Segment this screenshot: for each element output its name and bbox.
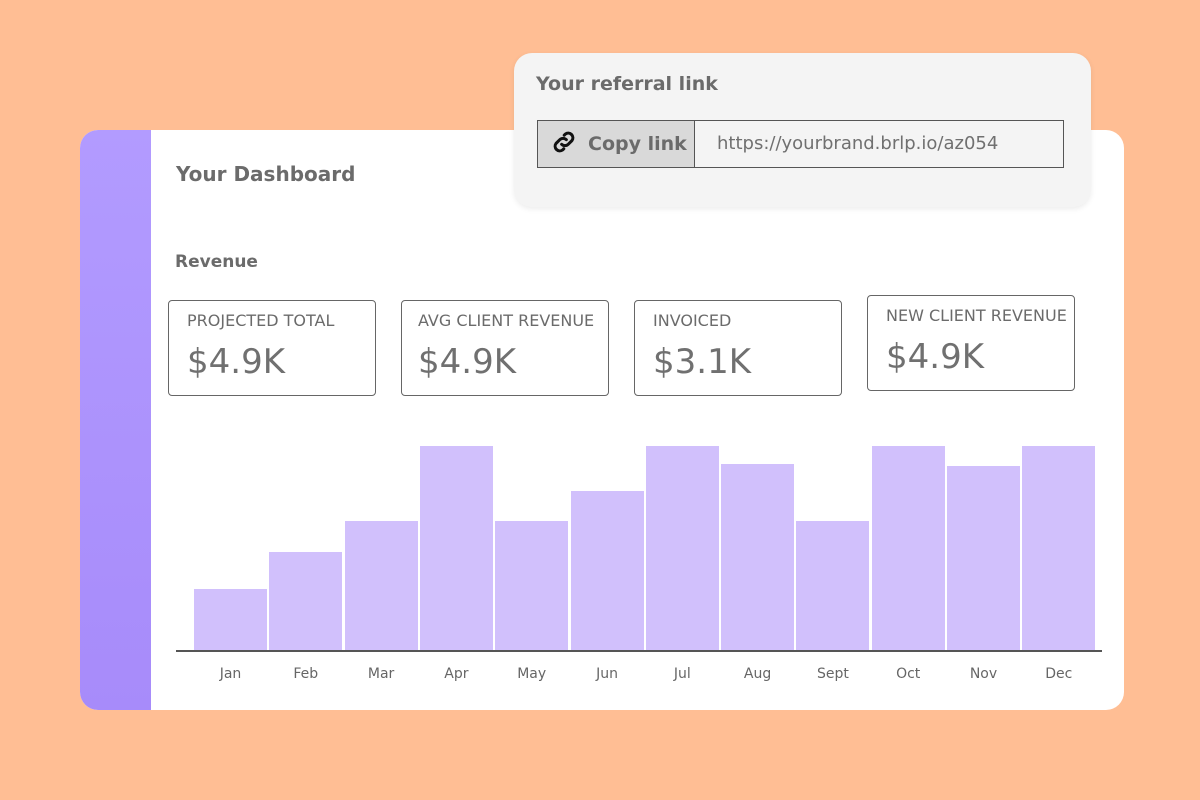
x-tick-label: Sept <box>816 666 849 682</box>
x-tick-label: Feb <box>293 666 319 682</box>
x-tick-label: Jul <box>673 666 691 682</box>
stat-label: INVOICED <box>653 311 732 330</box>
bar-mar <box>344 521 418 650</box>
stat-label: AVG CLIENT REVENUE <box>418 311 595 330</box>
bar-feb <box>269 552 343 650</box>
bar-jul <box>645 446 719 650</box>
x-axis <box>176 650 1102 652</box>
stat-label: PROJECTED TOTAL <box>187 311 335 330</box>
stat-label: NEW CLIENT REVENUE <box>886 306 1067 325</box>
bar-nov <box>947 466 1020 650</box>
referral-title: Your referral link <box>536 73 718 95</box>
x-tick-label: Nov <box>969 666 998 682</box>
bar-jan <box>194 588 267 650</box>
bar-sept <box>796 521 870 650</box>
bar-oct <box>871 446 945 650</box>
copy-link-button[interactable]: Copy link <box>537 120 695 168</box>
stat-value: $4.9K <box>187 342 285 382</box>
stat-card-invoiced: INVOICED $3.1K <box>634 300 842 396</box>
bar-apr <box>419 446 493 650</box>
x-tick-label: May <box>517 666 547 682</box>
bar-dec <box>1022 446 1096 650</box>
referral-panel: Your referral link Copy link https://you… <box>514 53 1091 207</box>
stat-value: $4.9K <box>418 342 516 382</box>
x-tick-label: Dec <box>1045 666 1073 682</box>
bar-jun <box>570 490 644 650</box>
stat-card-new-client-revenue: NEW CLIENT REVENUE $4.9K <box>867 295 1075 391</box>
page-title: Your Dashboard <box>176 162 356 186</box>
stat-value: $3.1K <box>653 342 751 382</box>
stat-card-avg-client-revenue: AVG CLIENT REVENUE $4.9K <box>401 300 609 396</box>
x-tick-label: Jan <box>219 666 242 682</box>
x-tick-label: Mar <box>367 666 395 682</box>
x-tick-label: Aug <box>743 666 772 682</box>
sidebar <box>80 130 151 710</box>
x-tick-label: Jun <box>596 666 618 682</box>
bar-may <box>495 521 569 650</box>
section-title: Revenue <box>175 252 258 272</box>
copy-link-label: Copy link <box>588 133 687 155</box>
link-icon <box>550 128 578 161</box>
bar-aug <box>721 464 795 650</box>
x-tick-label: Oct <box>896 666 921 682</box>
stat-value: $4.9K <box>886 337 984 377</box>
x-tick-label: Apr <box>444 666 469 682</box>
dashboard-card: Your Dashboard Revenue PROJECTED TOTAL $4… <box>80 130 1124 710</box>
stat-card-projected-total: PROJECTED TOTAL $4.9K <box>168 300 376 396</box>
referral-url-field[interactable]: https://yourbrand.brlp.io/az054 <box>695 120 1064 168</box>
